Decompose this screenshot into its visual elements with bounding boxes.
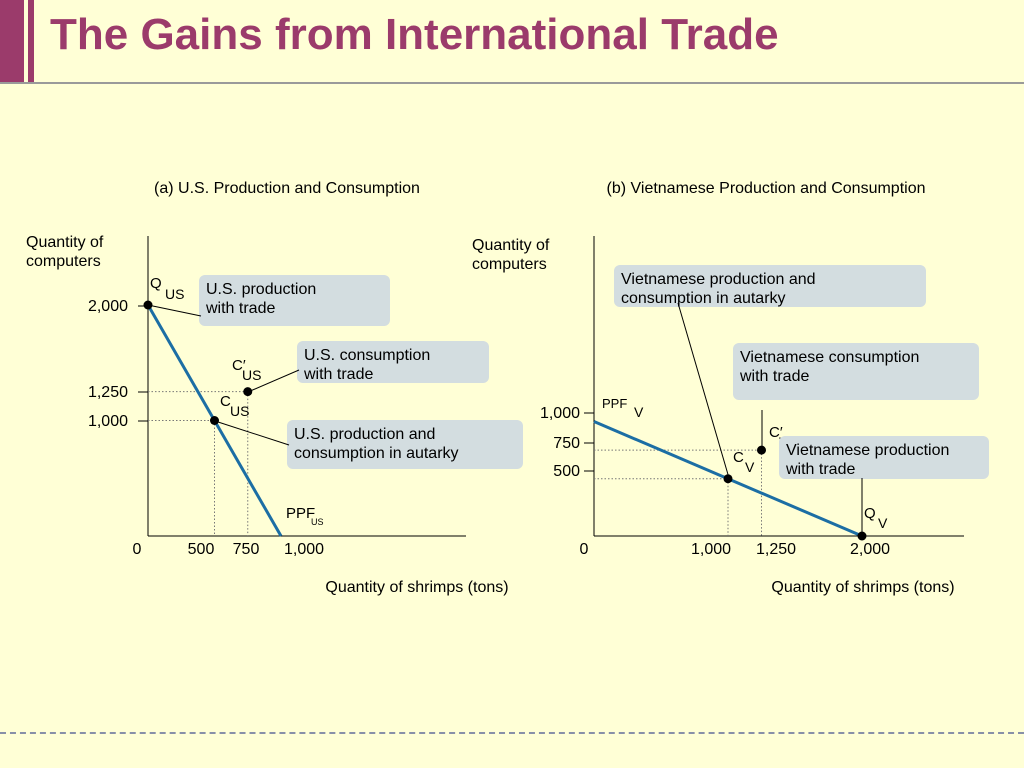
us-point-subscript: US — [230, 403, 249, 419]
us-y-tick-label: 2,000 — [88, 298, 128, 315]
vn-y-tick-label: 500 — [553, 463, 580, 480]
title-accent-bar — [0, 0, 24, 82]
vn-callout-line: Vietnamese production and — [621, 271, 816, 288]
us-callout-connector — [147, 304, 202, 317]
vn-y-axis-label: Quantity of — [472, 237, 550, 254]
title-accent-bar-thin — [28, 0, 34, 82]
us-callout-line: with trade — [303, 366, 373, 383]
vn-chart-title: (b) Vietnamese Production and Consumptio… — [607, 180, 926, 197]
vn-callout-connector — [677, 302, 730, 479]
footer-dashed-rule — [0, 732, 1024, 734]
vn-point-label: Q — [864, 505, 876, 522]
vn-point — [723, 474, 733, 484]
vn-x-tick-label: 2,000 — [850, 541, 890, 558]
us-y-axis-label: computers — [26, 253, 101, 270]
us-callout-line: U.S. production — [206, 281, 316, 298]
us-callout-box — [287, 420, 523, 469]
vn-x-tick-label: 1,250 — [756, 541, 796, 558]
us-x-axis-label: Quantity of shrimps (tons) — [325, 579, 508, 596]
us-x-tick-label: 1,000 — [284, 541, 324, 558]
vn-x-tick-label: 0 — [580, 541, 589, 558]
us-x-tick-label: 0 — [133, 541, 142, 558]
us-y-tick-label: 1,000 — [88, 413, 128, 430]
us-y-axis-label: Quantity of — [26, 234, 104, 251]
vn-point — [757, 445, 766, 455]
vn-x-axis-label: Quantity of shrimps (tons) — [771, 579, 954, 596]
us-callout-line: with trade — [205, 300, 275, 317]
vn-callout-box — [614, 265, 926, 307]
us-callout-line: U.S. production and — [294, 426, 435, 443]
us-point-label: C — [220, 393, 231, 410]
us-ppf-label: PPF — [286, 505, 315, 522]
vn-ppf-subscript: V — [634, 404, 644, 420]
us-callout-line: U.S. consumption — [304, 347, 430, 364]
vn-ppf-label: PPF — [602, 396, 627, 411]
vn-callout-line: consumption in autarky — [621, 290, 786, 307]
us-callout-connector — [214, 420, 290, 446]
us-point — [243, 387, 253, 397]
us-callout-box — [199, 275, 390, 326]
vn-callout-box — [733, 343, 979, 400]
us-point-subscript: US — [242, 367, 261, 383]
us-y-tick-label: 1,250 — [88, 384, 128, 401]
us-point-subscript: US — [165, 286, 184, 302]
vn-point-label: C′ — [769, 424, 783, 441]
chart-vietnam: (b) Vietnamese Production and Consumptio… — [472, 180, 989, 596]
us-x-tick-label: 500 — [188, 541, 215, 558]
slide-title: The Gains from International Trade — [50, 10, 779, 59]
us-point-label: Q — [150, 275, 162, 292]
us-point — [210, 416, 219, 425]
vn-x-tick-label: 1,000 — [691, 541, 731, 558]
us-chart-title: (a) U.S. Production and Consumption — [154, 180, 420, 197]
vn-point-label: C — [733, 449, 744, 466]
vn-y-tick-label: 750 — [553, 435, 580, 452]
title-divider — [0, 82, 1024, 84]
vn-callout-line: Vietnamese production — [786, 442, 949, 459]
us-callout-line: consumption in autarky — [294, 445, 459, 462]
vn-point — [857, 531, 867, 541]
us-point-label: C′ — [232, 357, 246, 374]
us-callout-box — [297, 341, 489, 383]
us-callout-connector — [247, 369, 300, 393]
us-ppf-subscript: US — [311, 517, 324, 527]
vn-y-axis-label: computers — [472, 256, 547, 273]
vn-callout-line: with trade — [739, 368, 809, 385]
vn-callout-box — [779, 436, 989, 479]
vn-point-subscript: V — [878, 515, 888, 531]
chart-us: (a) U.S. Production and Consumption Quant… — [26, 180, 523, 596]
vn-callout-line: with trade — [785, 461, 855, 478]
vn-y-tick-label: 1,000 — [540, 405, 580, 422]
vn-callout-line: Vietnamese consumption — [740, 349, 919, 366]
vn-point-subscript: V — [745, 459, 755, 475]
us-x-tick-label: 750 — [233, 541, 260, 558]
